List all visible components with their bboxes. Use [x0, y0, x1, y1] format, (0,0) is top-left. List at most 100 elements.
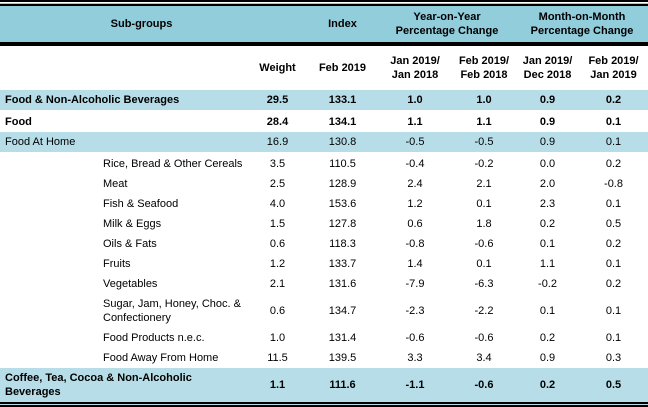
row-value: 0.5: [605, 218, 622, 230]
header-subgroups: Sub-groups: [0, 3, 307, 43]
row-value: 0.2: [605, 238, 622, 250]
row-value: 28.4: [266, 116, 289, 128]
table-body: Food & Non-Alcoholic Beverages 29.5 133.1 1…: [0, 90, 648, 406]
row-value: 0.6: [407, 218, 423, 230]
subheader-weight: Weight: [248, 45, 307, 90]
row-value: 3.5: [269, 158, 286, 170]
row-value: -7.9: [405, 278, 425, 290]
row-value: 1.1: [476, 116, 492, 128]
subheader-blank: [0, 45, 248, 90]
row-value: -0.2: [474, 158, 494, 170]
row-value: 0.2: [516, 368, 580, 406]
row-value: 1.1: [407, 116, 423, 128]
table-row: Food Away From Home 11.5 139.5 3.3 3.4 0.9 0.3: [0, 348, 648, 368]
row-value: 153.6: [328, 198, 357, 210]
table-row: Rice, Bread & Other Cereals 3.5 110.5 -0.4 -…: [0, 153, 648, 174]
row-value: 1.4: [407, 258, 423, 270]
table-row: Vegetables 2.1 131.6 -7.9 -6.3 -0.2 0.2: [0, 274, 648, 294]
row-value: 0.2: [579, 90, 648, 112]
row-value: 1.5: [269, 218, 286, 230]
row-value: 128.9: [328, 178, 357, 190]
row-value: 0.1: [539, 305, 556, 317]
table-row: Meat 2.5 128.9 2.4 2.1 2.0 -0.8: [0, 174, 648, 194]
row-value: 0.3: [605, 352, 622, 364]
row-value: 0.9: [539, 352, 556, 364]
row-value: -0.8: [604, 178, 623, 190]
row-value: 0.9: [539, 116, 556, 128]
row-value: 110.5: [329, 158, 356, 170]
row-label: Meat: [103, 178, 128, 190]
row-value: 134.1: [328, 116, 357, 128]
row-value: 0.9: [516, 132, 580, 154]
row-value: -1.1: [378, 368, 452, 406]
row-value: 133.7: [328, 258, 357, 270]
row-value: -0.5: [378, 132, 452, 154]
row-value: -0.6: [452, 368, 517, 406]
row-value: 0.2: [539, 332, 556, 344]
subheader-feb2019: Feb 2019: [307, 45, 378, 90]
row-label: Oils & Fats: [103, 238, 157, 250]
row-value: 3.4: [476, 352, 492, 364]
row-value: 0.9: [516, 90, 580, 112]
row-value: -0.6: [474, 332, 494, 344]
row-value: 0.2: [539, 218, 556, 230]
subheader-feb2019-feb2018: Feb 2019/ Feb 2018: [452, 45, 517, 90]
row-value: 130.8: [307, 132, 378, 154]
row-value: 0.6: [269, 238, 286, 250]
header-index: Index: [307, 3, 378, 43]
row-value: 1.2: [269, 258, 286, 270]
row-value: 2.1: [476, 178, 492, 190]
table-row: Food 28.4 134.1 1.1 1.1 0.9 0.1: [0, 111, 648, 132]
row-value: -2.3: [405, 305, 425, 317]
table-row: Food At Home 16.9 130.8 -0.5 -0.5 0.9 0.1: [0, 132, 648, 154]
row-value: 2.0: [539, 178, 556, 190]
row-label: Food & Non-Alcoholic Beverages: [0, 90, 248, 112]
row-value: 133.1: [307, 90, 378, 112]
row-value: 0.1: [605, 305, 622, 317]
row-value: 1.1: [248, 368, 307, 406]
row-value: 4.0: [269, 198, 286, 210]
subheader-feb2019-jan2019: Feb 2019/ Jan 2019: [579, 45, 648, 90]
row-value: 2.4: [407, 178, 423, 190]
row-value: -6.3: [474, 278, 494, 290]
row-value: 0.1: [605, 258, 622, 270]
table-row: Food Products n.e.c. 1.0 131.4 -0.6 -0.6 0.2 0…: [0, 328, 648, 348]
row-value: 0.1: [605, 332, 622, 344]
table-row: Fruits 1.2 133.7 1.4 0.1 1.1 0.1: [0, 254, 648, 274]
table-row: Coffee, Tea, Cocoa & Non-Alcoholic Bever…: [0, 368, 648, 406]
row-value: 0.2: [605, 158, 622, 170]
row-label: Food At Home: [0, 132, 248, 154]
row-value: -0.8: [405, 238, 425, 250]
table-row: Milk & Eggs 1.5 127.8 0.6 1.8 0.2 0.5: [0, 214, 648, 234]
row-value: 1.0: [269, 332, 286, 344]
row-value: 29.5: [248, 90, 307, 112]
row-value: 0.2: [605, 278, 622, 290]
row-value: 3.3: [407, 352, 423, 364]
row-label: Food Away From Home: [103, 352, 219, 364]
row-value: -0.6: [474, 238, 494, 250]
header-yoy-change: Year-on-Year Percentage Change: [378, 3, 517, 43]
subheader-jan2019-jan2018: Jan 2019/ Jan 2018: [378, 45, 452, 90]
row-value: -0.5: [452, 132, 517, 154]
row-value: 0.1: [476, 198, 492, 210]
row-value: -0.6: [405, 332, 425, 344]
table-row: Fish & Seafood 4.0 153.6 1.2 0.1 2.3 0.1: [0, 194, 648, 214]
row-label: Food Products n.e.c.: [103, 332, 205, 344]
row-value: 127.8: [328, 218, 357, 230]
row-value: 1.8: [476, 218, 492, 230]
row-value: 134.7: [328, 305, 357, 317]
row-value: 0.0: [539, 158, 556, 170]
row-value: 131.6: [328, 278, 357, 290]
row-label: Milk & Eggs: [103, 218, 162, 230]
table-row: Sugar, Jam, Honey, Choc. & Confectionery…: [0, 294, 648, 328]
row-value: 2.3: [539, 198, 556, 210]
header-separator: [0, 42, 648, 46]
row-value: 0.1: [539, 238, 556, 250]
row-value: -0.4: [405, 158, 425, 170]
row-value: 16.9: [248, 132, 307, 154]
row-value: 2.1: [269, 278, 286, 290]
row-label: Vegetables: [103, 278, 158, 290]
row-value: 0.1: [476, 258, 492, 270]
